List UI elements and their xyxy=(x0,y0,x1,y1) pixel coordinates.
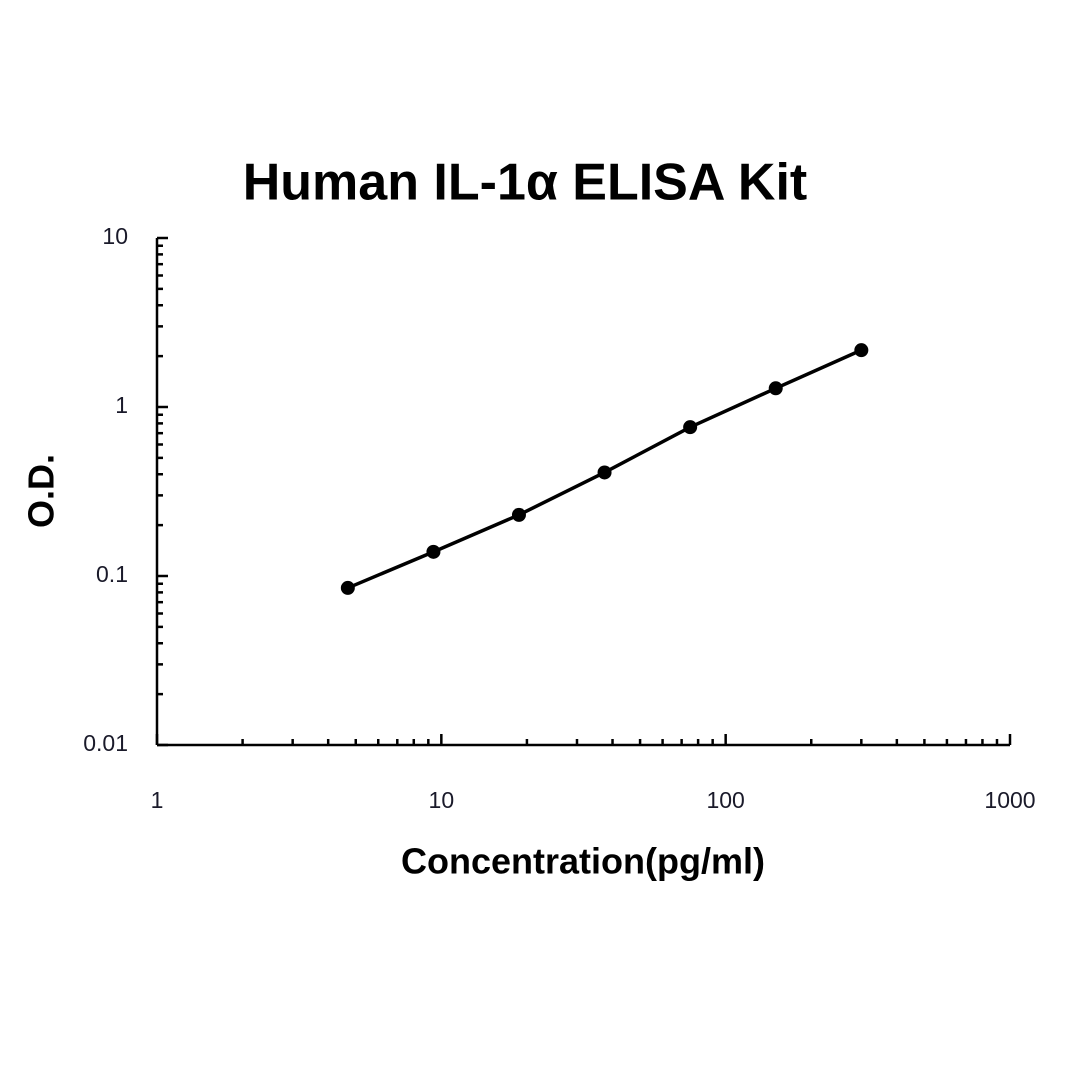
data-point xyxy=(768,381,783,396)
y-axis-label: O.D. xyxy=(21,454,62,528)
y-tick-label: 0.1 xyxy=(96,561,128,587)
x-tick-label: 1000 xyxy=(984,787,1035,813)
data-point xyxy=(426,544,441,559)
x-tick-label: 100 xyxy=(706,787,744,813)
data-point xyxy=(340,580,355,595)
data-point xyxy=(511,507,526,522)
x-tick-label: 10 xyxy=(429,787,455,813)
data-point xyxy=(683,420,698,435)
chart-title: Human IL-1α ELISA Kit xyxy=(243,154,808,212)
x-tick-label: 1 xyxy=(151,787,164,813)
x-axis-label: Concentration(pg/ml) xyxy=(401,841,765,882)
y-tick-label: 10 xyxy=(102,223,128,249)
y-tick-label: 0.01 xyxy=(83,730,128,756)
data-point xyxy=(597,465,612,480)
y-tick-label: 1 xyxy=(115,392,128,418)
data-point xyxy=(854,343,869,358)
